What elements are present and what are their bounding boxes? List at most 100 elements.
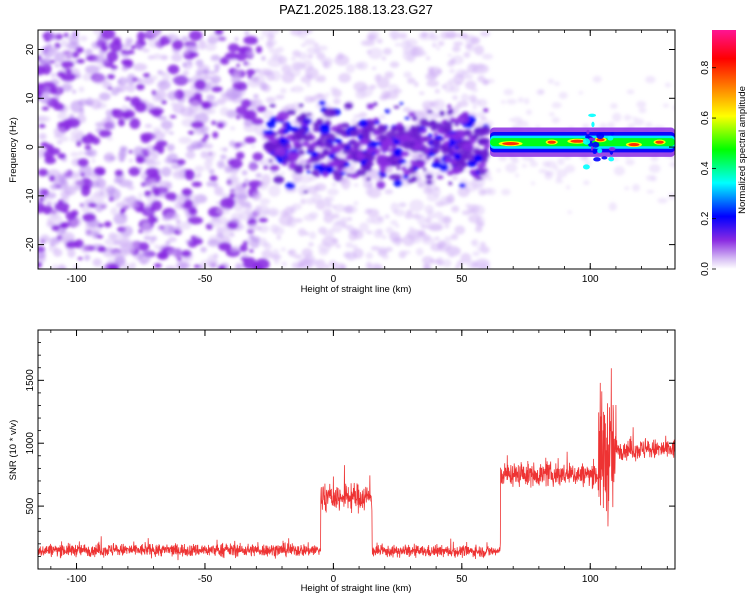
band-blob (373, 117, 380, 122)
noise-blob (402, 106, 411, 113)
band-blob (412, 115, 418, 121)
noise-blob (234, 36, 239, 42)
noise-blob (56, 140, 63, 145)
noise-blob (121, 65, 129, 72)
noise-blob (289, 205, 297, 212)
signal-disturbance-blob (601, 156, 608, 160)
noise-blob (106, 50, 119, 62)
noise-blob (157, 180, 172, 189)
noise-blob (500, 100, 506, 104)
noise-blob (204, 143, 214, 149)
noise-blob (323, 213, 334, 224)
noise-blob (278, 55, 288, 65)
noise-blob (259, 36, 264, 41)
band-blob (344, 102, 353, 110)
noise-blob (39, 197, 44, 202)
noise-blob (160, 120, 173, 130)
noise-blob (335, 244, 341, 249)
noise-blob (76, 58, 85, 64)
noise-blob (461, 210, 472, 216)
band-blob (399, 134, 411, 144)
noise-blob (87, 219, 101, 228)
spectrogram-y-axis-label: Frequency (Hz) (8, 117, 19, 182)
noise-blob (65, 117, 81, 128)
noise-blob (190, 121, 204, 129)
band-blob (268, 159, 273, 163)
noise-blob (40, 96, 52, 105)
noise-blob (428, 66, 442, 77)
snr-x-tick-label: -50 (198, 574, 213, 585)
band-blob (323, 151, 329, 156)
noise-blob (325, 264, 331, 269)
noise-blob (431, 111, 440, 119)
noise-blob (57, 153, 66, 160)
band-blob (303, 190, 308, 194)
noise-blob (192, 194, 200, 202)
noise-blob (281, 71, 295, 84)
noise-blob (298, 158, 307, 164)
noise-blob (466, 74, 474, 80)
noise-blob (154, 244, 159, 250)
noise-blob (415, 247, 424, 256)
noise-blob (343, 252, 352, 258)
band-blob (282, 129, 290, 134)
noise-blob (235, 52, 247, 62)
noise-blob (451, 205, 460, 213)
noise-blob (477, 98, 488, 108)
band-blob (342, 148, 353, 155)
noise-blob (180, 221, 192, 230)
noise-blob (211, 86, 223, 93)
colorbar-tick-label: 0.6 (700, 111, 711, 125)
noise-blob (269, 30, 280, 35)
band-blob (283, 158, 290, 163)
noise-blob (53, 102, 65, 111)
band-blob (322, 171, 329, 178)
signal-peak (655, 140, 664, 144)
noise-blob (91, 41, 102, 49)
noise-blob (123, 109, 135, 119)
noise-blob (365, 188, 373, 196)
noise-blob (245, 61, 252, 67)
band-blob (469, 169, 477, 175)
noise-blob (381, 234, 387, 240)
signal-disturbance-blob (597, 148, 603, 154)
noise-blob (255, 258, 270, 269)
noise-blob (432, 187, 441, 197)
noise-blob (119, 156, 125, 162)
spectrogram-y-tick-label: 0 (25, 144, 36, 150)
noise-blob (477, 246, 485, 252)
figure-title: PAZ1.2025.188.13.23.G27 (279, 2, 433, 17)
noise-blob (426, 79, 440, 87)
noise-blob (171, 75, 189, 84)
noise-blob (645, 75, 656, 84)
noise-blob (145, 178, 158, 190)
noise-blob (250, 144, 256, 149)
band-blob (323, 108, 337, 118)
noise-blob (142, 77, 155, 85)
noise-blob (406, 209, 413, 215)
noise-blob (230, 218, 240, 225)
noise-blob (243, 120, 252, 127)
noise-blob (353, 183, 359, 187)
noise-blob (149, 240, 155, 244)
band-blob (275, 146, 287, 156)
band-blob (415, 161, 425, 168)
band-blob (269, 103, 276, 108)
band-blob (388, 174, 402, 181)
noise-blob (107, 73, 116, 80)
noise-blob (392, 210, 399, 214)
noise-blob (278, 214, 294, 227)
noise-blob (255, 45, 263, 54)
band-blob (384, 108, 391, 114)
noise-blob (262, 84, 271, 93)
noise-blob (267, 72, 273, 76)
band-blob (462, 142, 474, 151)
band-blob (285, 142, 290, 147)
band-blob (430, 125, 437, 132)
noise-blob (650, 175, 657, 182)
band-blob (454, 153, 462, 160)
noise-blob (205, 155, 215, 162)
noise-blob (175, 193, 183, 199)
noise-blob (480, 116, 488, 122)
noise-blob (155, 140, 168, 148)
